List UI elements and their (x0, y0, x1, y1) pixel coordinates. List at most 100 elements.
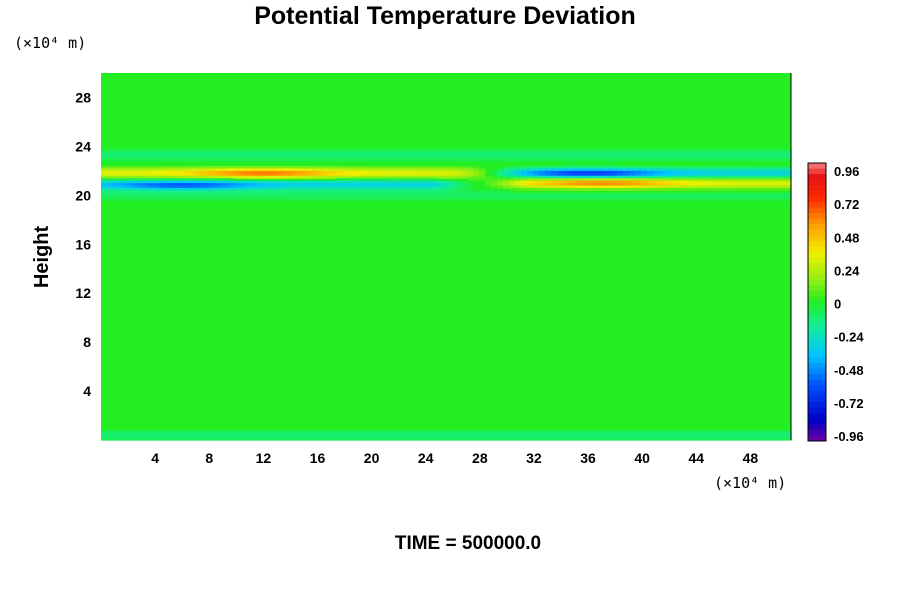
heatmap-cell (689, 195, 696, 199)
heatmap-cell (305, 437, 312, 441)
heatmap-cell (617, 197, 624, 201)
heatmap-cell (191, 173, 198, 177)
heatmap-cell (341, 148, 348, 152)
heatmap-cell (119, 151, 126, 155)
heatmap-cell (695, 192, 702, 196)
colorbar-swatch (808, 307, 826, 314)
heatmap-cell (695, 432, 702, 436)
heatmap-cell (683, 178, 690, 182)
heatmap-cell (683, 168, 690, 172)
heatmap-cell (233, 153, 240, 157)
heatmap-cell (101, 156, 108, 160)
heatmap-cell (317, 435, 324, 439)
heatmap-cell (119, 190, 126, 194)
heatmap-cell (299, 187, 306, 192)
heatmap-cell (449, 175, 456, 179)
heatmap-cell (653, 148, 660, 152)
heatmap-cell (515, 187, 522, 192)
heatmap-cell (563, 168, 570, 172)
heatmap-cell (353, 165, 360, 170)
heatmap-cell (233, 156, 240, 160)
heatmap-cell (155, 435, 162, 439)
heatmap-cell (449, 151, 456, 155)
heatmap-cell (695, 187, 702, 192)
heatmap-cell (575, 170, 582, 174)
heatmap-cell (341, 437, 348, 441)
heatmap-cell (695, 153, 702, 157)
heatmap-cell (125, 190, 132, 194)
heatmap-cell (479, 153, 486, 157)
heatmap-cell (197, 148, 204, 152)
heatmap-cell (293, 165, 300, 170)
heatmap-cell (137, 185, 144, 189)
heatmap-cell (173, 185, 180, 189)
heatmap-cell (251, 192, 258, 196)
heatmap-cell (545, 173, 552, 177)
heatmap-cell (155, 153, 162, 157)
heatmap-cell (395, 148, 402, 152)
heatmap-cell (755, 185, 762, 189)
heatmap-cell (299, 148, 306, 152)
heatmap-cell (785, 158, 792, 162)
heatmap-cell (203, 435, 210, 439)
heatmap-cell (665, 183, 672, 187)
heatmap-cell (509, 153, 516, 157)
heatmap-cell (737, 183, 744, 187)
heatmap-cell (461, 187, 468, 192)
heatmap-cell (539, 151, 546, 155)
heatmap-cell (779, 158, 786, 162)
heatmap-cell (347, 168, 354, 172)
heatmap-cell (767, 192, 774, 196)
heatmap-cell (245, 437, 252, 441)
heatmap-cell (167, 195, 174, 199)
heatmap-cell (149, 165, 156, 170)
heatmap-cell (521, 173, 528, 177)
heatmap-cell (317, 187, 324, 192)
heatmap-cell (587, 153, 594, 157)
heatmap-cell (533, 170, 540, 174)
heatmap-cell (161, 168, 168, 172)
heatmap-cell (719, 185, 726, 189)
heatmap-cell (557, 153, 564, 157)
heatmap-cell (689, 148, 696, 152)
heatmap-cell (293, 185, 300, 189)
heatmap-cell (527, 158, 534, 162)
heatmap-cell (671, 165, 678, 170)
heatmap-cell (389, 430, 396, 434)
heatmap-cell (593, 192, 600, 196)
heatmap-cell (215, 173, 222, 177)
heatmap-cell (689, 185, 696, 189)
heatmap-cell (455, 165, 462, 170)
heatmap-cell (467, 437, 474, 441)
heatmap-cell (341, 168, 348, 172)
heatmap-cell (515, 173, 522, 177)
heatmap-cell (761, 195, 768, 199)
heatmap-cell (131, 185, 138, 189)
heatmap-cell (755, 187, 762, 192)
heatmap-cell (779, 197, 786, 201)
heatmap-cell (401, 185, 408, 189)
heatmap-cell (605, 435, 612, 439)
heatmap-cell (209, 190, 216, 194)
heatmap-cell (443, 180, 450, 184)
heatmap-cell (155, 437, 162, 441)
heatmap-cell (677, 435, 684, 439)
heatmap-cell (101, 151, 108, 155)
heatmap-cell (455, 153, 462, 157)
heatmap-cell (611, 156, 618, 160)
heatmap-cell (779, 430, 786, 434)
heatmap-cell (605, 192, 612, 196)
heatmap-cell (143, 168, 150, 172)
heatmap-cell (221, 190, 228, 194)
heatmap-cell (299, 197, 306, 201)
heatmap-cell (257, 180, 264, 184)
heatmap-cell (419, 185, 426, 189)
heatmap-cell (533, 430, 540, 434)
heatmap-cell (311, 173, 318, 177)
heatmap-cell (221, 430, 228, 434)
heatmap-cell (599, 163, 606, 167)
heatmap-cell (683, 435, 690, 439)
heatmap-cell (191, 175, 198, 179)
heatmap-cell (203, 165, 210, 170)
